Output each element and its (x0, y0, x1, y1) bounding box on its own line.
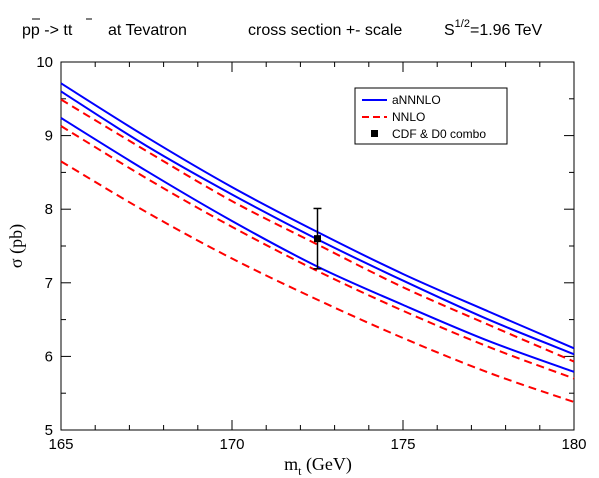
title-p: p (22, 22, 31, 39)
y-tick-label: 9 (45, 128, 53, 145)
x-axis-title-sub: t (298, 464, 302, 478)
x-tick-label: 170 (219, 436, 244, 453)
x-tick-label: 175 (390, 436, 415, 453)
title-collider: at Tevatron (108, 22, 187, 39)
title-energy-exp: 1/2 (455, 18, 470, 30)
data-point-marker (314, 235, 321, 243)
data-point-group (313, 207, 322, 270)
title-arrow: -> t (40, 22, 69, 39)
legend-label-combo: CDF & D0 combo (392, 127, 486, 141)
y-tick-label: 5 (45, 422, 53, 439)
y-tick-label: 8 (45, 201, 53, 218)
nnlo-line-3 (60, 98, 575, 363)
nnlo-line-4 (60, 125, 575, 380)
legend-box (354, 87, 508, 145)
title-energy: S1/2=1.96 TeV (444, 18, 543, 39)
legend-label-nnlo: NNLO (392, 110, 425, 124)
x-axis-title-main: m (284, 454, 298, 474)
legend: aNNNLO NNLO CDF & D0 combo (354, 87, 508, 145)
legend-swatch-combo (371, 130, 378, 137)
x-tick-label: 180 (561, 436, 586, 453)
title-pbar: p (31, 22, 40, 39)
y-tick-label: 10 (36, 54, 53, 71)
x-axis-title-unit: (GeV) (301, 454, 351, 475)
x-axis-title: mt (GeV) (284, 454, 352, 478)
x-tick-label: 165 (48, 436, 73, 453)
y-tick-label: 6 (45, 348, 53, 365)
title-description: cross section +- scale (248, 22, 402, 39)
title-energy-base: S (444, 22, 455, 39)
y-tick-label: 7 (45, 275, 53, 292)
y-axis-title: σ (pb) (6, 224, 27, 268)
title-tbar: t (68, 22, 73, 39)
nnlo-line-5 (60, 160, 575, 403)
title-energy-value: =1.96 TeV (470, 22, 543, 39)
ticks-group: 165 170 175 180 5 6 7 8 9 10 (36, 54, 586, 453)
legend-label-annnlo: aNNNLO (392, 93, 441, 107)
chart-title: pp -> tt (22, 22, 73, 39)
